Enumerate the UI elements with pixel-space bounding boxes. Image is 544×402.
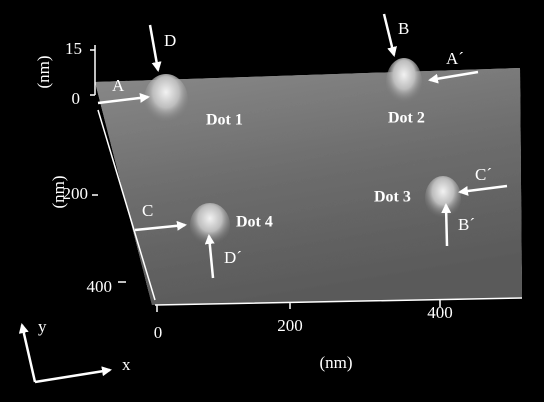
y-tick-label: 200 <box>63 184 89 203</box>
z-tick-label: 15 <box>65 39 82 58</box>
arrow-label: D <box>164 31 176 50</box>
compass-label: x <box>122 355 131 374</box>
arrow <box>134 220 187 232</box>
x-tick-label: 0 <box>154 323 163 342</box>
x-axis-label: (nm) <box>319 353 352 372</box>
surface <box>95 58 522 305</box>
arrows: A A´ B B´ C C´ D D´ <box>97 13 508 279</box>
z-tick-label: 0 <box>72 89 81 108</box>
dot-label: Dot 4 <box>236 214 273 231</box>
compass-arrow <box>18 323 37 383</box>
y-axis-label: (nm) <box>49 175 68 208</box>
arrow <box>97 92 150 105</box>
arrow-label: A´ <box>446 49 464 68</box>
dot-label: Dot 3 <box>374 189 411 206</box>
arrow <box>441 203 452 247</box>
arrow-label: C <box>142 201 153 220</box>
z-axis-label: (nm) <box>34 55 53 88</box>
arrow-label: A <box>112 76 125 95</box>
arrow <box>148 24 162 72</box>
z-axis <box>90 45 96 96</box>
peak <box>425 176 461 220</box>
arrow <box>458 184 508 196</box>
peak <box>190 203 230 247</box>
arrow <box>204 234 215 279</box>
arrow-label: D´ <box>224 248 242 267</box>
dot-labels: Dot 1 Dot 2 Dot 3 Dot 4 <box>206 110 425 231</box>
arrow-label: C´ <box>475 165 492 184</box>
arrow-label: B <box>398 19 409 38</box>
x-tick-label: 200 <box>277 316 303 335</box>
x-axis <box>154 297 523 312</box>
dot-label: Dot 2 <box>388 110 425 127</box>
dot-label: Dot 1 <box>206 112 243 129</box>
arrow <box>382 13 397 57</box>
y-tick-label: 400 <box>87 277 113 296</box>
x-tick-label: 400 <box>427 303 453 322</box>
arrow <box>428 70 479 84</box>
compass-arrow <box>34 366 112 384</box>
axes: 15 0 (nm) 200 400 (nm) 0 200 400 (nm) <box>34 39 523 372</box>
peak <box>144 74 188 126</box>
peak <box>386 58 422 106</box>
compass: y x <box>18 317 131 384</box>
compass-label: y <box>38 317 47 336</box>
arrow-label: B´ <box>458 215 475 234</box>
y-axis <box>92 109 156 301</box>
